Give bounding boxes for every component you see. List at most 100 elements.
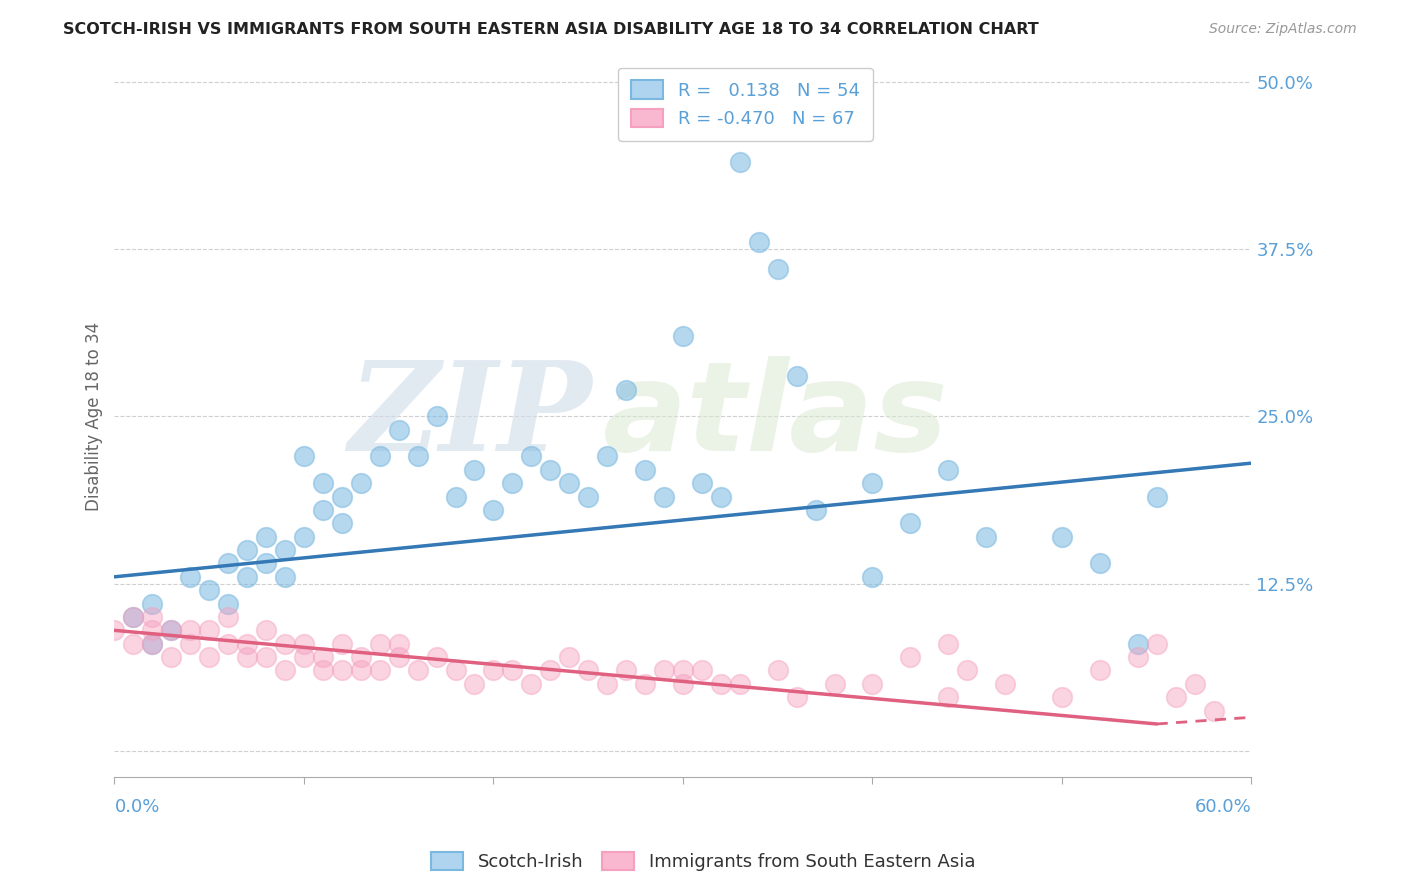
Point [652,490,675,504]
Point [426,650,449,665]
Point [1126,637,1149,651]
Point [292,637,315,651]
Point [141,637,163,651]
Point [330,664,353,678]
Point [1184,677,1206,691]
Point [1146,637,1168,651]
Point [766,262,789,277]
Point [312,476,335,491]
Point [122,637,145,651]
Point [368,664,391,678]
Point [634,463,657,477]
Point [141,597,163,611]
Point [141,637,163,651]
Point [217,557,239,571]
Point [350,476,373,491]
Point [672,677,695,691]
Point [274,543,297,558]
Point [1126,650,1149,665]
Point [862,570,884,584]
Point [388,637,411,651]
Point [936,690,959,705]
Point [236,543,259,558]
Point [426,409,449,424]
Point [292,650,315,665]
Point [406,664,429,678]
Point [898,516,921,531]
Point [179,624,201,638]
Point [748,235,770,250]
Point [1202,704,1225,718]
Point [292,530,315,544]
Point [444,664,467,678]
Point [898,650,921,665]
Point [652,664,675,678]
Point [1050,530,1073,544]
Point [728,155,751,169]
Point [576,664,599,678]
Point [463,677,485,691]
Point [274,570,297,584]
Point [312,503,335,517]
Point [936,463,959,477]
Point [330,516,353,531]
Point [312,664,335,678]
Point [368,637,391,651]
Point [236,637,259,651]
Point [217,610,239,624]
Point [217,637,239,651]
Point [274,664,297,678]
Point [198,624,221,638]
Point [994,677,1017,691]
Text: ZIP: ZIP [349,356,592,477]
Point [1088,557,1111,571]
Text: SCOTCH-IRISH VS IMMIGRANTS FROM SOUTH EASTERN ASIA DISABILITY AGE 18 TO 34 CORRE: SCOTCH-IRISH VS IMMIGRANTS FROM SOUTH EA… [63,22,1039,37]
Point [520,677,543,691]
Text: atlas: atlas [603,356,949,477]
Point [254,557,277,571]
Point [538,664,561,678]
Point [766,664,789,678]
Point [862,677,884,691]
Point [614,383,637,397]
Point [236,650,259,665]
Point [122,610,145,624]
Point [1164,690,1187,705]
Point [936,637,959,651]
Point [312,650,335,665]
Point [710,490,733,504]
Point [501,664,523,678]
Point [728,677,751,691]
Point [804,503,827,517]
Point [274,637,297,651]
Point [482,664,505,678]
Point [710,677,733,691]
Point [520,450,543,464]
Point [786,369,808,384]
Point [330,637,353,651]
Point [463,463,485,477]
Point [672,664,695,678]
Point [141,624,163,638]
Point [1050,690,1073,705]
Point [292,450,315,464]
Point [160,624,183,638]
Point [614,664,637,678]
Point [596,677,619,691]
Point [179,570,201,584]
Point [482,503,505,517]
Point [179,637,201,651]
Legend: R =   0.138   N = 54, R = -0.470   N = 67: R = 0.138 N = 54, R = -0.470 N = 67 [619,68,873,141]
Point [350,664,373,678]
Point [160,650,183,665]
Point [368,450,391,464]
Point [576,490,599,504]
Point [444,490,467,504]
Point [1146,490,1168,504]
Point [254,624,277,638]
Text: 60.0%: 60.0% [1195,797,1251,815]
Legend: Scotch-Irish, Immigrants from South Eastern Asia: Scotch-Irish, Immigrants from South East… [423,845,983,879]
Text: Source: ZipAtlas.com: Source: ZipAtlas.com [1209,22,1357,37]
Point [501,476,523,491]
Point [198,650,221,665]
